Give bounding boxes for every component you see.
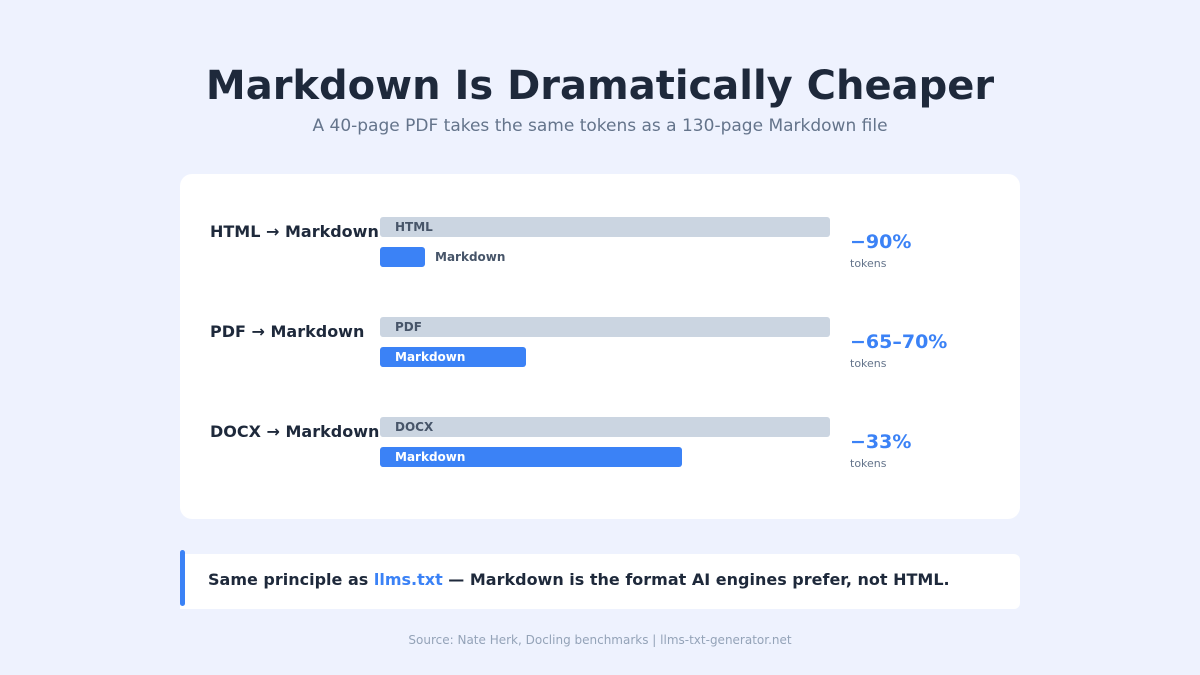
source-footer: Source: Nate Herk, Docling benchmarks | …	[408, 633, 792, 647]
bar-original: HTML	[380, 217, 830, 237]
bar-markdown-label: Markdown	[435, 250, 506, 264]
callout-text: Same principle as llms.txt — Markdown is…	[208, 569, 950, 591]
bar-original-label: HTML	[395, 220, 433, 234]
chart-row: DOCX → Markdown DOCX Markdown −33% tokens	[180, 417, 1020, 477]
reduction-value: −90%	[850, 231, 912, 253]
bar-original-label: DOCX	[395, 420, 434, 434]
bar-markdown	[380, 247, 425, 267]
bar-original-label: PDF	[395, 320, 422, 334]
chart-row: HTML → Markdown HTML Markdown −90% tokens	[180, 217, 1020, 277]
bar-original: DOCX	[380, 417, 830, 437]
callout-box: Same principle as llms.txt — Markdown is…	[180, 550, 1020, 609]
reduction-unit: tokens	[850, 457, 887, 470]
bar-markdown: Markdown	[380, 347, 527, 367]
chart-card: HTML → Markdown HTML Markdown −90% tokens PDF…	[180, 174, 1020, 519]
reduction-unit: tokens	[850, 357, 887, 370]
row-label: PDF → Markdown	[210, 322, 365, 341]
bar-markdown: Markdown	[380, 447, 682, 467]
bar-original: PDF	[380, 317, 830, 337]
page-title: Markdown Is Dramatically Cheaper	[205, 63, 995, 109]
row-label: DOCX → Markdown	[210, 422, 380, 441]
callout-accent-bar	[180, 550, 185, 606]
callout-suffix: — Markdown is the format AI engines pref…	[442, 570, 950, 589]
callout-prefix: Same principle as	[208, 570, 374, 589]
chart-row: PDF → Markdown PDF Markdown −65–70% tokens	[180, 317, 1020, 377]
row-label: HTML → Markdown	[210, 222, 379, 241]
reduction-unit: tokens	[850, 257, 887, 270]
reduction-value: −65–70%	[850, 331, 948, 353]
page-subtitle: A 40-page PDF takes the same tokens as a…	[312, 116, 888, 136]
reduction-value: −33%	[850, 431, 912, 453]
bar-markdown-label: Markdown	[395, 450, 466, 464]
bar-markdown-label: Markdown	[395, 350, 466, 364]
llms-txt-link[interactable]: llms.txt	[373, 570, 443, 589]
